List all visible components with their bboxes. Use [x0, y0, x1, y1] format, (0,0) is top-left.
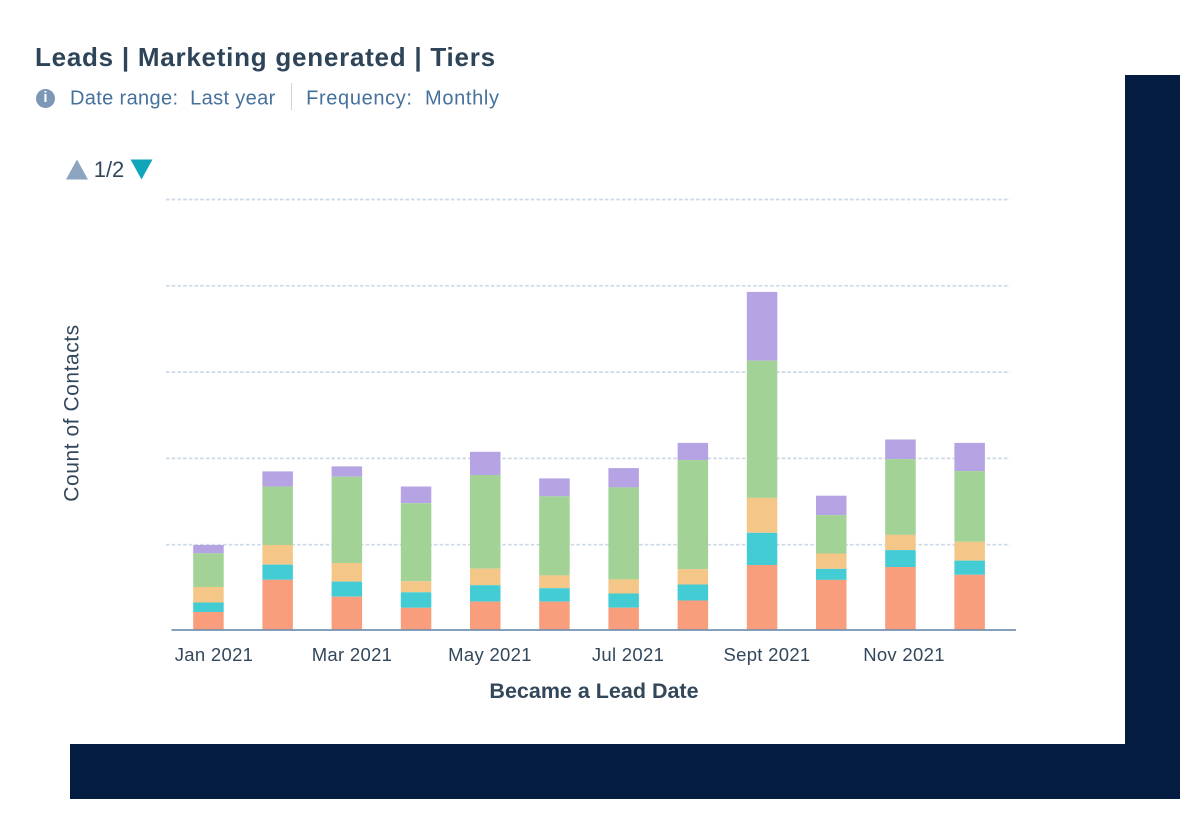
- svg-text:Sept 2021: Sept 2021: [723, 644, 810, 665]
- svg-text:May 2021: May 2021: [448, 644, 532, 665]
- svg-text:Nov 2021: Nov 2021: [863, 644, 945, 665]
- svg-text:Mar 2021: Mar 2021: [312, 644, 393, 665]
- svg-text:Jul 2021: Jul 2021: [592, 644, 664, 665]
- svg-text:Count of Contacts: Count of Contacts: [61, 324, 84, 501]
- svg-text:Became a Lead Date: Became a Lead Date: [489, 679, 698, 703]
- svg-text:1/2: 1/2: [94, 157, 125, 182]
- svg-text:Jan 2021: Jan 2021: [175, 644, 254, 665]
